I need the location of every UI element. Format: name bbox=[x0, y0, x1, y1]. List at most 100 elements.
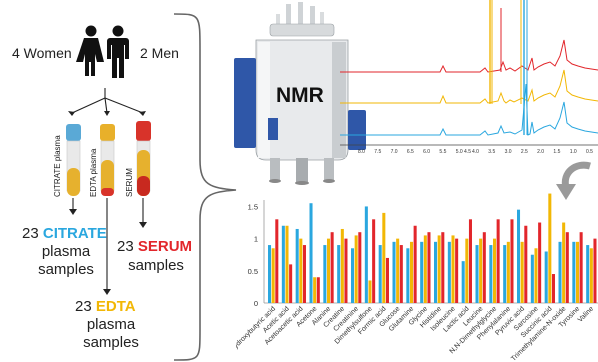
bar bbox=[396, 238, 400, 304]
bar bbox=[330, 232, 334, 303]
citrate-line2: plasma bbox=[41, 242, 91, 260]
bar bbox=[510, 219, 514, 303]
spectrum-tick: 2.0 bbox=[537, 149, 545, 155]
bar bbox=[461, 261, 465, 303]
bar bbox=[364, 206, 368, 303]
bar bbox=[406, 248, 410, 303]
bar bbox=[385, 257, 389, 303]
y-tick-label: 0.5 bbox=[248, 267, 258, 276]
bar bbox=[492, 238, 497, 304]
bar bbox=[572, 241, 576, 303]
spectrum-tick: 3.5 bbox=[488, 149, 496, 155]
split-lines bbox=[71, 88, 144, 114]
bar bbox=[475, 245, 479, 303]
spectrum-trace-blue bbox=[340, 83, 598, 136]
bar bbox=[441, 232, 445, 303]
man-icon bbox=[107, 25, 129, 78]
bar bbox=[413, 225, 417, 303]
nmr-spectrum bbox=[340, 0, 598, 146]
bar bbox=[392, 241, 396, 303]
category-label: Valine bbox=[577, 305, 595, 323]
group-arrows bbox=[72, 198, 144, 290]
bar bbox=[589, 248, 593, 303]
woman-icon bbox=[76, 25, 104, 76]
bar bbox=[281, 225, 285, 303]
bar bbox=[489, 245, 493, 303]
bar bbox=[409, 241, 414, 303]
bar bbox=[289, 264, 293, 304]
bar bbox=[340, 228, 344, 303]
bar bbox=[323, 245, 327, 303]
citrate-line3: samples bbox=[38, 261, 94, 279]
bar bbox=[558, 241, 562, 303]
bar bbox=[551, 274, 555, 303]
spectrum-tick: 5.0 4.5 bbox=[455, 149, 471, 155]
people-and-tubes-diagram bbox=[66, 25, 151, 295]
bar bbox=[534, 248, 538, 303]
citrate-keyword: CITRATE bbox=[42, 225, 107, 242]
bar bbox=[548, 193, 552, 303]
bar bbox=[326, 238, 331, 304]
tube-edta bbox=[100, 124, 115, 196]
edta-count: 23 bbox=[75, 298, 92, 315]
bar bbox=[382, 212, 386, 303]
nmr-spectrometer bbox=[234, 2, 366, 185]
spectrum-tick: 1.5 bbox=[553, 149, 561, 155]
bar bbox=[544, 251, 548, 303]
bar bbox=[455, 238, 459, 304]
spectrum-tick: 8.0 bbox=[358, 149, 365, 155]
spectrum-tick: 7.0 bbox=[390, 149, 398, 155]
edta-keyword: EDTA bbox=[95, 298, 136, 315]
bar bbox=[579, 232, 583, 303]
spectrum-trace-red bbox=[340, 39, 598, 73]
bar bbox=[562, 222, 566, 303]
bar bbox=[447, 241, 451, 303]
group-serum: 23 SERUM samples bbox=[117, 238, 217, 275]
bar bbox=[309, 203, 313, 303]
bar bbox=[565, 232, 569, 303]
spectrum-tick-labels: 8.0 7.5 7.0 6.5 6.0 5.5 5.0 4.5 4.0 3.5 3.0 2.5 2.0… bbox=[340, 149, 598, 159]
spectrum-tick: 7.5 bbox=[374, 149, 382, 155]
curved-arrow-icon bbox=[556, 161, 591, 200]
spectrum-tick: 3.0 bbox=[504, 149, 512, 155]
bar bbox=[517, 209, 521, 303]
group-citrate: 23 CITRATE plasma samples bbox=[22, 225, 132, 280]
bar bbox=[468, 219, 472, 303]
bar bbox=[271, 248, 275, 303]
bar bbox=[496, 219, 500, 303]
bar bbox=[372, 219, 376, 303]
bar bbox=[575, 241, 580, 303]
bar bbox=[524, 225, 528, 303]
edta-line3: samples bbox=[83, 334, 139, 352]
bar bbox=[538, 222, 542, 303]
tube-label-serum: SERUM bbox=[125, 168, 134, 197]
citrate-count: 23 bbox=[22, 225, 39, 242]
y-tick-label: 0 bbox=[254, 299, 258, 308]
nmr-label: NMR bbox=[276, 84, 324, 107]
bar bbox=[520, 241, 524, 303]
bar bbox=[354, 235, 358, 303]
curly-brace bbox=[173, 13, 237, 361]
bar bbox=[358, 232, 362, 303]
y-tick-label: 1.5 bbox=[248, 202, 258, 211]
spectrum-trace-yellow bbox=[340, 69, 598, 104]
bar bbox=[586, 245, 590, 303]
bar bbox=[451, 235, 455, 303]
spectrum-tick: 5.5 bbox=[439, 149, 447, 155]
spectrum-tick: 6.5 bbox=[406, 149, 414, 155]
bar bbox=[268, 245, 272, 303]
category-label: 3-Hydroxybutyric acid bbox=[236, 305, 277, 358]
edta-line2: plasma bbox=[86, 315, 136, 333]
y-tick-label: 1 bbox=[254, 235, 258, 244]
bar bbox=[344, 238, 348, 304]
bar bbox=[313, 277, 317, 303]
bar bbox=[427, 232, 431, 303]
spectrum-tick: 2.5 bbox=[520, 149, 528, 155]
spectrum-tick: 6.0 bbox=[423, 149, 431, 155]
bar bbox=[275, 219, 279, 303]
bar bbox=[316, 277, 320, 303]
bar bbox=[285, 225, 289, 303]
bar bbox=[434, 241, 438, 303]
bar bbox=[503, 245, 507, 303]
